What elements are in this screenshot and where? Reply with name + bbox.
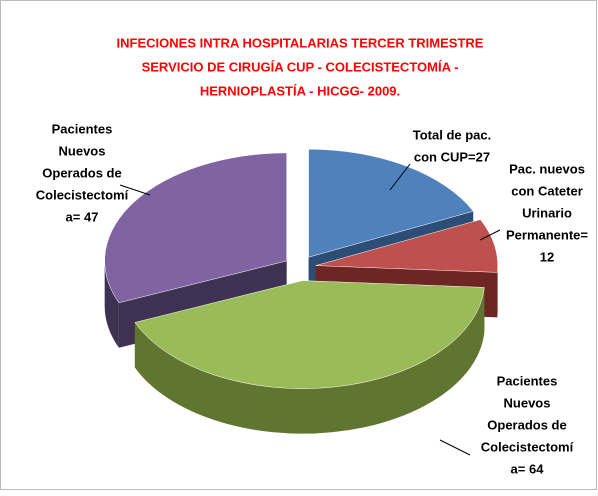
chart-title: INFECIONES INTRA HOSPITALARIAS TERCER TR… [117,35,484,50]
data-label: Operados de [42,165,121,180]
data-label: a= 64 [511,461,545,476]
data-label: Colecistectomí [36,187,129,202]
data-label: Nuevos [59,143,106,158]
data-label: con Cateter [511,183,583,198]
data-label: a= 47 [66,209,99,224]
data-label: Pacientes [497,373,558,388]
data-label: Urinario [522,205,572,220]
data-label: Permanente= [506,227,588,242]
data-label: Colecistectomí [481,439,574,454]
data-label: Total de pac. [413,127,492,142]
data-label: Operados de [487,417,566,432]
chart-title: SERVICIO DE CIRUGÍA CUP - COLECISTECTOMÍ… [142,59,459,74]
chart-title: HERNIOPLASTÍA - HICGG- 2009. [200,83,400,98]
data-label: Nuevos [504,395,551,410]
data-label: 12 [540,249,554,264]
data-label: Pacientes [52,121,113,136]
data-label: Pac. nuevos [509,161,585,176]
data-label: con CUP=27 [414,149,490,164]
